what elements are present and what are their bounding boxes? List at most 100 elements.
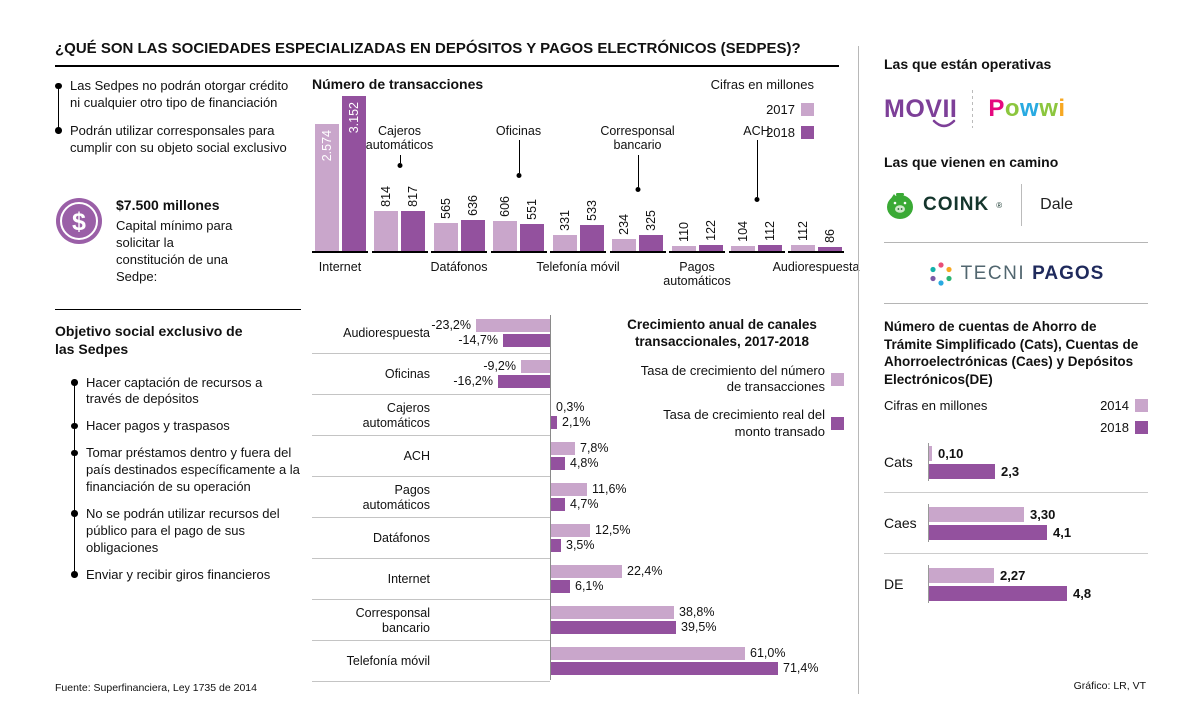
- growth-row-plot: -23,2% -14,7%: [431, 313, 844, 354]
- bar-value: 104: [736, 221, 750, 242]
- row-separator: [312, 394, 550, 395]
- bullet-item: No se podrán utilizar recursos del públi…: [71, 506, 301, 557]
- legend-item-2018b: 2018: [1100, 420, 1148, 435]
- growth-bar: [521, 360, 550, 373]
- growth-value: -23,2%: [431, 318, 471, 332]
- accounts-bar: [929, 585, 1067, 601]
- growth-bar: [498, 375, 550, 388]
- bar-2018: 533: [579, 200, 604, 251]
- capital-description: Capital mínimo para solicitar la constit…: [116, 217, 233, 285]
- growth-value: 71,4%: [783, 661, 819, 675]
- accounts-bar: [929, 506, 1024, 522]
- bar-value: 86: [822, 229, 837, 243]
- units-label: Cifras en millones: [710, 77, 814, 92]
- growth-row-plot: 61,0% 71,4%: [452, 641, 844, 682]
- growth-bar: [550, 442, 575, 455]
- operative-logos-row: MOVII Powwi: [884, 90, 1148, 128]
- growth-row: Oficinas -9,2% -16,2%: [312, 354, 844, 395]
- growth-legend-label-transactions: Tasa de crecimiento del número de transa…: [640, 362, 825, 394]
- dale-logo: Dale: [1040, 196, 1074, 213]
- accounts-row: Cats 0,10 2,3: [884, 439, 1148, 492]
- growth-value: 6,1%: [575, 579, 604, 593]
- powwi-letter: P: [988, 95, 1005, 122]
- powwi-letter: w: [1020, 95, 1040, 122]
- bar-value: 551: [525, 199, 539, 220]
- growth-value: 2,1%: [562, 415, 591, 429]
- accounts-row: DE 2,27 4,8: [884, 553, 1148, 614]
- transactions-chart-title: Número de transacciones: [312, 76, 484, 92]
- category-label: Telefonía móvil: [536, 260, 620, 274]
- movii-wordmark: MOVII: [884, 94, 958, 123]
- accounts-bars: 2,27 4,8: [928, 565, 1148, 604]
- growth-bar: [550, 606, 674, 619]
- bar-2018: 325: [639, 210, 663, 251]
- tecnipagos-dots-icon: [930, 262, 952, 286]
- growth-category-label: Internet: [387, 572, 430, 587]
- bar-2018: 112: [758, 221, 782, 251]
- bar-value: 2.574: [319, 130, 334, 162]
- growth-value: -16,2%: [453, 374, 493, 388]
- bar-2017: 331: [552, 210, 577, 251]
- accounts-value: 0,10: [938, 445, 964, 461]
- coming-heading: Las que vienen en camino: [884, 154, 1059, 170]
- growth-bar: [550, 621, 676, 634]
- growth-row-plot: 12,5% 3,5%: [452, 518, 844, 559]
- tecnipagos-logo: TECNI PAGOS: [884, 261, 1148, 287]
- bar-value: 565: [438, 198, 453, 219]
- bar-group: 112 86 Audiorespuesta: [773, 98, 860, 274]
- bar-group: 104 112 ACH: [728, 98, 785, 253]
- legend-item-2014: 2014: [1100, 398, 1148, 413]
- category-label: Datáfonos: [430, 260, 488, 274]
- growth-category-label: Audiorespuesta: [343, 326, 430, 341]
- accounts-bar: [929, 445, 932, 461]
- legend-label-2018: 2018: [766, 125, 795, 140]
- accounts-bars: 0,10 2,3: [928, 443, 1148, 482]
- growth-row-plot: 22,4% 6,1%: [452, 559, 844, 600]
- growth-value: 7,8%: [580, 441, 609, 455]
- growth-bar: [550, 662, 778, 675]
- accounts-category-label: DE: [884, 576, 904, 593]
- accounts-units-label: Cifras en millones: [884, 398, 988, 414]
- row-separator: [312, 681, 550, 682]
- accounts-bar-line: 0,10: [929, 445, 1148, 461]
- growth-category-label: ACH: [403, 449, 430, 464]
- growth-row: Audiorespuesta -23,2% -14,7%: [312, 313, 844, 354]
- capital-text: $7.500 millones Capital mínimo para soli…: [116, 197, 236, 286]
- legend-label-2018b: 2018: [1100, 420, 1129, 436]
- bar-pair: 2.574 3.152: [312, 96, 368, 253]
- powwi-logo: Powwi: [988, 95, 1065, 123]
- row-separator: [312, 640, 550, 641]
- bullet-item: Podrán utilizar corresponsales para cump…: [55, 123, 301, 157]
- growth-row: Cajeros automáticos 0,3% 2,1%: [312, 395, 844, 436]
- bar-value: 533: [584, 200, 599, 221]
- bullet-item: Tomar préstamos dentro y fuera del país …: [71, 445, 301, 496]
- legend-item-2018: 2018: [766, 125, 814, 140]
- accounts-legend: 2014 2018: [1100, 398, 1148, 435]
- charts-panel: Número de transacciones Cifras en millon…: [312, 76, 860, 682]
- objective-bullet-list: Hacer captación de recursos a través de …: [71, 375, 301, 584]
- bullet-item: Hacer pagos y traspasos: [71, 418, 301, 435]
- bar-pair: 234 325: [609, 98, 666, 253]
- accounts-category-label: Caes: [884, 515, 917, 532]
- growth-chart: Audiorespuesta -23,2% -14,7% Oficinas -9,2% -…: [312, 313, 844, 682]
- category-label: ACH: [743, 124, 770, 138]
- growth-value: 4,7%: [570, 497, 599, 511]
- growth-bar: [550, 457, 565, 470]
- growth-row-plot: 11,6% 4,7%: [452, 477, 844, 518]
- bar-2017: 234: [612, 214, 636, 251]
- divider: [1021, 184, 1023, 226]
- bar-2017: 2.574: [314, 124, 339, 251]
- bullet-item: Hacer captación de recursos a través de …: [71, 375, 301, 409]
- bar-group: 814 817 Cajeros automáticos: [366, 98, 433, 253]
- bar-pair: 814 817: [371, 98, 428, 253]
- category-label: Cajeros automáticos: [365, 124, 434, 153]
- accounts-chart: Cats 0,10 2,3 Caes 3,30 4,1 DE 2,27 4,8: [884, 439, 1148, 614]
- connector-line: [756, 140, 758, 197]
- bar-pair: 110 122: [669, 98, 725, 253]
- bullet-item: Enviar y recibir giros financieros: [71, 567, 301, 584]
- growth-row: Internet 22,4% 6,1%: [312, 559, 844, 600]
- transactions-chart-header: Número de transacciones Cifras en millon…: [312, 76, 844, 92]
- growth-value: -14,7%: [458, 333, 498, 347]
- zero-axis: [550, 315, 551, 680]
- bar-pair: 112 86: [788, 98, 844, 253]
